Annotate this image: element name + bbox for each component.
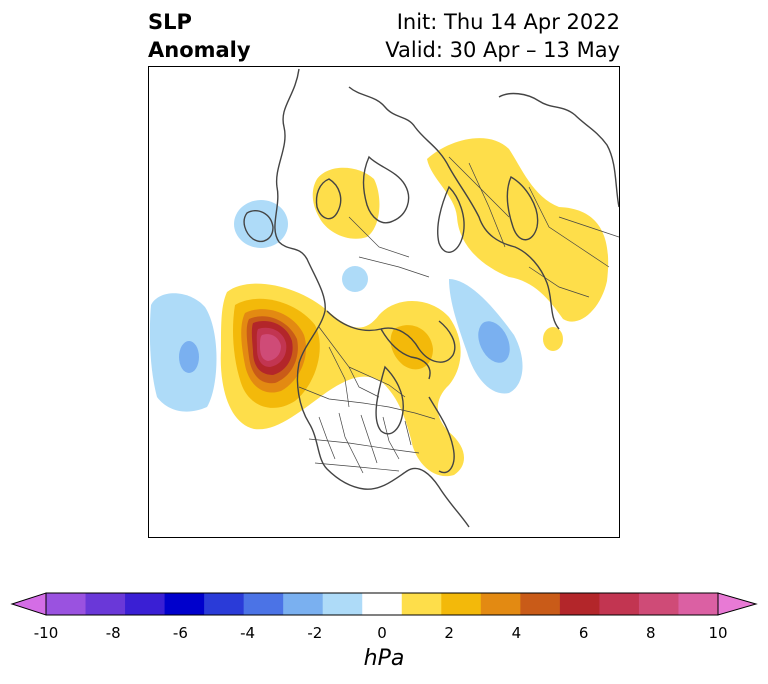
map-panel xyxy=(148,66,620,538)
alaska-high-anomaly xyxy=(220,283,465,477)
colorbar-cell xyxy=(441,593,482,615)
colorbar-cell xyxy=(480,593,521,615)
colorbar-cell xyxy=(362,593,403,615)
colorbar-tick-label: -6 xyxy=(172,624,188,642)
colorbar-tick-label: -8 xyxy=(105,624,121,642)
colorbar-cell xyxy=(638,593,679,615)
colorbar-cell xyxy=(520,593,561,615)
colorbar-extend-high xyxy=(717,592,758,616)
init-date: Init: Thu 14 Apr 2022 xyxy=(396,10,620,34)
colorbar-cell xyxy=(401,593,442,615)
colorbar-tick-label: 0 xyxy=(377,624,387,642)
scandinavia-high-anomaly xyxy=(312,167,380,239)
arctic-low-anomaly xyxy=(342,266,368,292)
siberia-high-anomaly xyxy=(427,138,609,322)
colorbar-tick-label: -2 xyxy=(307,624,323,642)
valid-range: Valid: 30 Apr – 13 May xyxy=(385,38,620,62)
coastlines xyxy=(243,68,619,528)
colorbar-tick-label: 2 xyxy=(444,624,454,642)
colorbar-tick-label: 6 xyxy=(578,624,589,642)
atlantic-low-anomaly xyxy=(449,279,523,394)
colorbar-cell xyxy=(678,593,719,615)
colorbar-extend-low xyxy=(10,592,47,616)
colorbar-cell xyxy=(125,593,166,615)
pacific-low-anomaly xyxy=(149,293,217,412)
map-title: SLP Anomaly xyxy=(148,8,251,64)
colorbar-cell xyxy=(204,593,245,615)
forecast-dates: Init: Thu 14 Apr 2022 Valid: 30 Apr – 13… xyxy=(385,8,620,64)
colorbar-tick-label: 8 xyxy=(646,624,656,642)
colorbar-cell xyxy=(559,593,600,615)
colorbar-tick-label: -10 xyxy=(33,624,59,642)
political-boundaries xyxy=(298,156,619,474)
siberia-high-lobe xyxy=(543,327,563,351)
colorbar-tick-label: -4 xyxy=(240,624,256,642)
colorbar-unit: hPa xyxy=(363,646,405,671)
colorbar-tick-label: 4 xyxy=(511,624,522,642)
colorbar-cell xyxy=(283,593,324,615)
colorbar-cell xyxy=(164,593,205,615)
title-line-1: SLP xyxy=(148,10,192,34)
colorbar-cell xyxy=(243,593,284,615)
title-line-2: Anomaly xyxy=(148,38,251,62)
colorbar-cell xyxy=(322,593,363,615)
slp-anomaly-map xyxy=(149,68,619,528)
colorbar xyxy=(10,592,758,616)
colorbar-cell xyxy=(46,593,87,615)
colorbar-tick-label: 10 xyxy=(708,624,728,642)
colorbar-cell xyxy=(85,593,126,615)
colorbar-cell xyxy=(599,593,640,615)
